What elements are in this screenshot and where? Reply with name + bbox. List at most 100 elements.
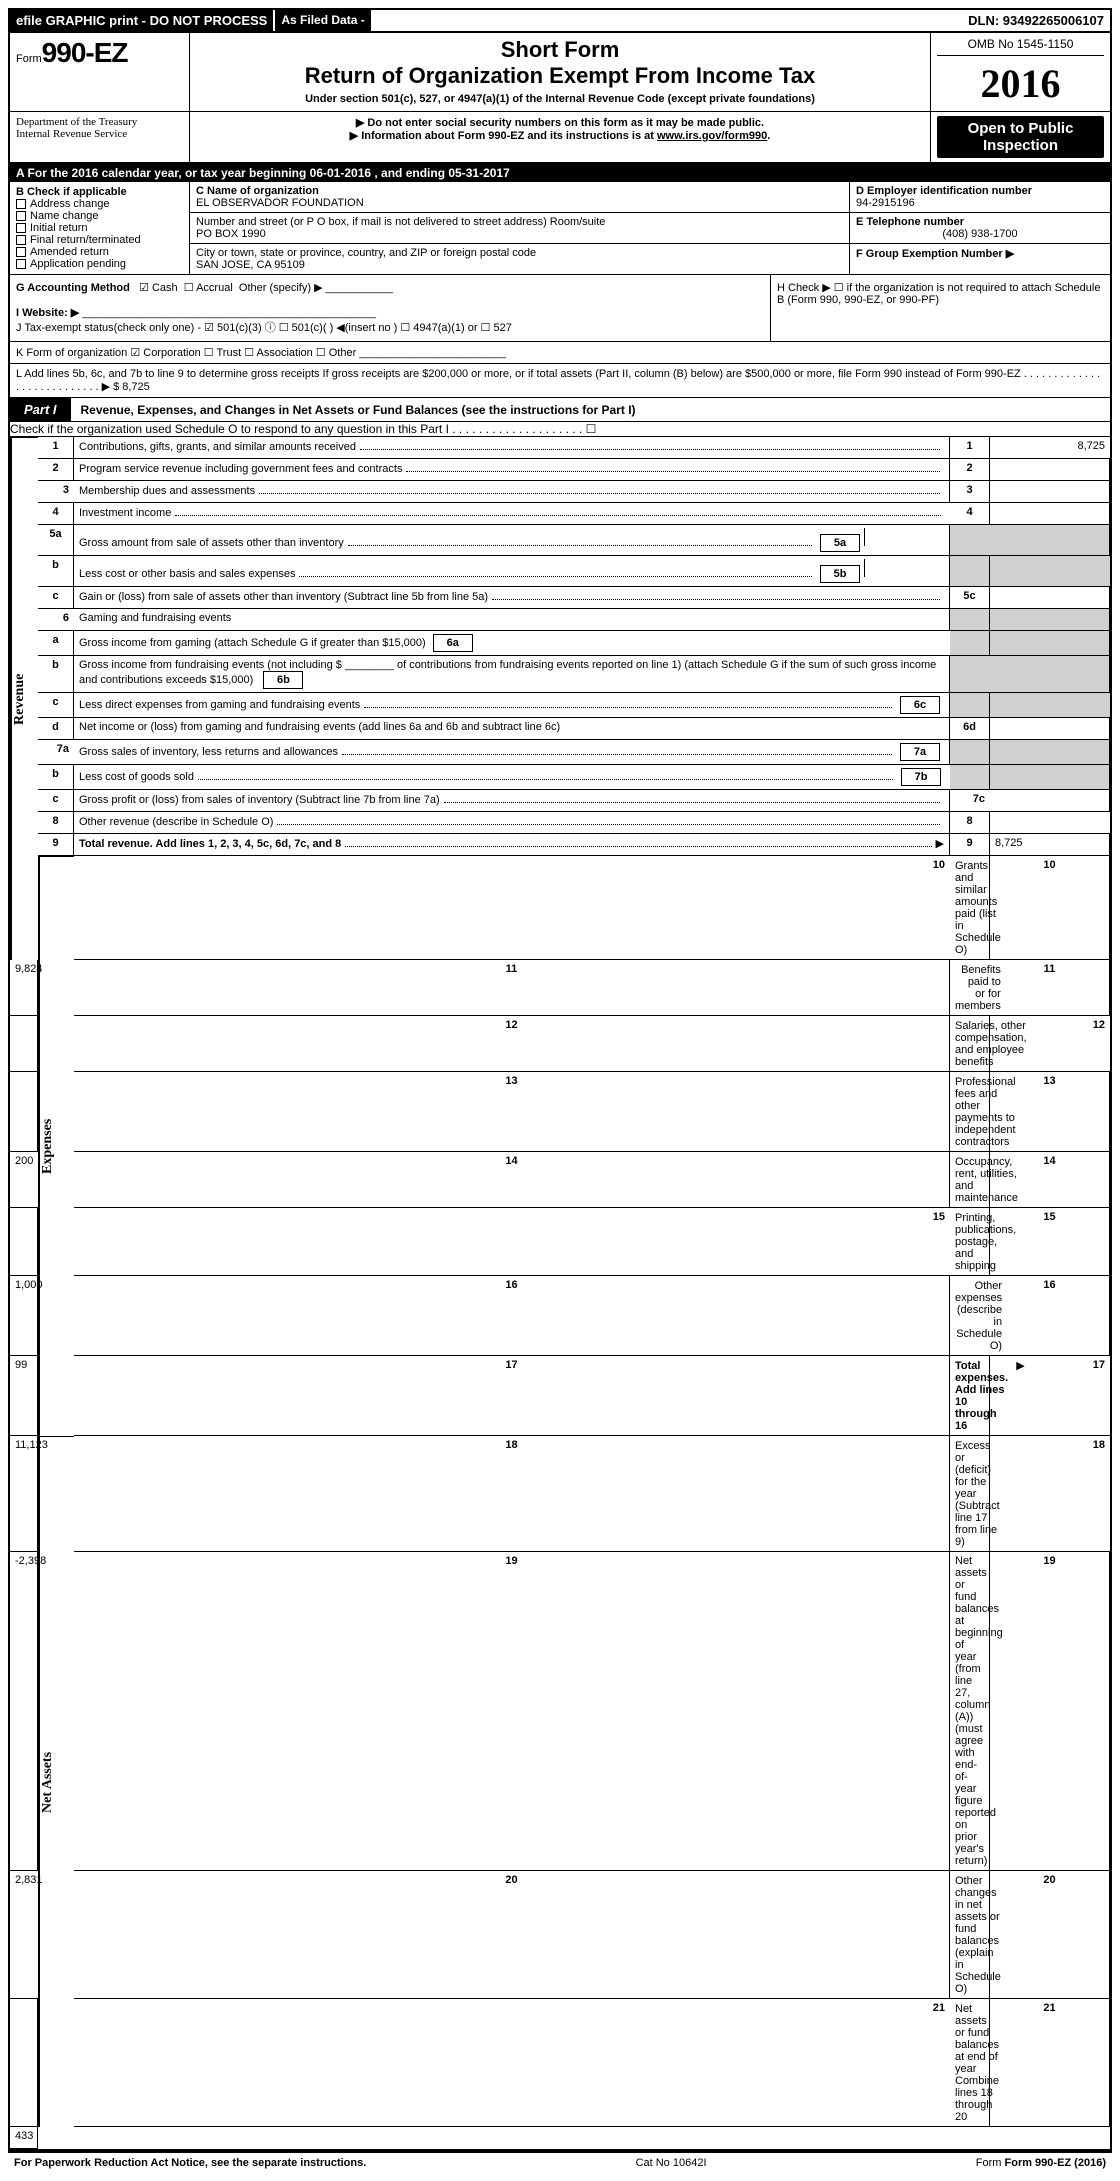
l6-box <box>950 609 990 631</box>
l2-amt <box>990 459 1110 481</box>
l5a-d: Gross amount from sale of assets other t… <box>74 525 950 556</box>
l13-amt: 200 <box>10 1152 38 1208</box>
f-label: F Group Exemption Number ▶ <box>856 248 1014 260</box>
l6a-amt <box>990 631 1110 656</box>
l5c-box: 5c <box>950 587 990 609</box>
omb-label: OMB No 1545-1150 <box>937 37 1104 56</box>
footer-left: For Paperwork Reduction Act Notice, see … <box>14 2157 366 2169</box>
l3-amt <box>990 481 1110 503</box>
form-number-cell: Form990-EZ <box>10 33 190 111</box>
l7c-d: Gross profit or (loss) from sales of inv… <box>74 790 950 812</box>
b-label: B Check if applicable <box>16 186 127 198</box>
dept-cell: Department of the Treasury Internal Reve… <box>10 112 190 162</box>
open-2: Inspection <box>939 137 1102 154</box>
l2-box: 2 <box>950 459 990 481</box>
col-c: C Name of organization EL OBSERVADOR FOU… <box>190 182 850 274</box>
chk-final[interactable] <box>16 235 26 245</box>
l6c-d: Less direct expenses from gaming and fun… <box>74 693 950 718</box>
l1-box: 1 <box>950 437 990 459</box>
d-row: D Employer identification number 94-2915… <box>850 182 1110 213</box>
l9-n: 9 <box>38 834 74 856</box>
form-prefix: Form <box>16 53 42 65</box>
l6-n: 6 <box>38 609 74 631</box>
block-bcdef: B Check if applicable Address change Nam… <box>10 182 1110 275</box>
c-name: EL OBSERVADOR FOUNDATION <box>196 197 364 209</box>
l4-d: Investment income <box>74 503 950 525</box>
c-addr: PO BOX 1990 <box>196 228 266 240</box>
top-gap <box>371 10 962 31</box>
l18-amt: -2,398 <box>10 1552 38 1871</box>
b-1: Address change <box>30 198 110 210</box>
irs-link[interactable]: www.irs.gov/form990 <box>657 130 767 142</box>
row-gh: G Accounting Method ☑ Cash ☐ Accrual Oth… <box>10 275 1110 342</box>
chk-address[interactable] <box>16 199 26 209</box>
form-no: 990-EZ <box>42 37 128 68</box>
f-row: F Group Exemption Number ▶ <box>850 244 1110 263</box>
l6d-n: d <box>38 718 74 740</box>
l6d-box: 6d <box>950 718 990 740</box>
col-def: D Employer identification number 94-2915… <box>850 182 1110 274</box>
l8-n: 8 <box>38 812 74 834</box>
l6c-box <box>950 693 990 718</box>
c-name-row: C Name of organization EL OBSERVADOR FOU… <box>190 182 849 213</box>
l-text: L Add lines 5b, 6c, and 7b to line 9 to … <box>16 368 1100 393</box>
l6b-amt <box>990 656 1110 693</box>
l14-d: Occupancy, rent, utilities, and maintena… <box>950 1152 990 1208</box>
l21-n: 21 <box>74 1999 950 2127</box>
side-revenue: Revenue <box>10 437 38 960</box>
l6b-d: Gross income from fundraising events (no… <box>74 656 950 693</box>
l17-box: 17 <box>990 1356 1110 1436</box>
dln-label: DLN: 93492265006107 <box>962 10 1110 31</box>
c-city-label: City or town, state or province, country… <box>196 247 536 259</box>
header-main: Form990-EZ Short Form Return of Organiza… <box>10 33 1110 112</box>
l7c-n: c <box>38 790 74 812</box>
d-label: D Employer identification number <box>856 185 1032 197</box>
open-public-cell: Open to Public Inspection <box>930 112 1110 162</box>
b-6: Application pending <box>30 258 126 270</box>
l6b-box <box>950 656 990 693</box>
l10-box: 10 <box>990 856 1110 960</box>
chk-pending[interactable] <box>16 259 26 269</box>
l7a-d: Gross sales of inventory, less returns a… <box>74 740 950 765</box>
l11-box: 11 <box>990 960 1110 1016</box>
l7c-box: 7c <box>950 790 990 812</box>
l7a-n: 7a <box>38 740 74 765</box>
l7b-amt <box>990 765 1110 790</box>
l5b-n: b <box>38 556 74 587</box>
l7a-box <box>950 740 990 765</box>
part1-badge: Part I <box>10 398 71 421</box>
i-label: I Website: ▶ <box>16 307 79 319</box>
l7b-d: Less cost of goods sold7b <box>74 765 950 790</box>
l6c-amt <box>990 693 1110 718</box>
l18-box: 18 <box>990 1436 1110 1552</box>
l11-d: Benefits paid to or for members <box>950 960 990 1016</box>
l21-amt: 433 <box>10 2127 38 2149</box>
c-city: SAN JOSE, CA 95109 <box>196 259 305 271</box>
c-addr-row: Number and street (or P O box, if mail i… <box>190 213 849 244</box>
form-number: Form990-EZ <box>16 37 183 69</box>
l5a-box <box>950 525 990 556</box>
l19-amt: 2,831 <box>10 1871 38 1999</box>
chk-name[interactable] <box>16 211 26 221</box>
chk-amended[interactable] <box>16 247 26 257</box>
side-expenses: Expenses <box>38 856 74 1436</box>
l4-amt <box>990 503 1110 525</box>
l6c-n: c <box>38 693 74 718</box>
l12-d: Salaries, other compensation, and employ… <box>950 1016 990 1072</box>
warn-1: ▶ Do not enter social security numbers o… <box>196 116 924 129</box>
header-sub: Department of the Treasury Internal Reve… <box>10 112 1110 164</box>
l16-box: 16 <box>990 1276 1110 1356</box>
l9-box: 9 <box>950 834 990 856</box>
l3-box: 3 <box>950 481 990 503</box>
l6d-amt <box>990 718 1110 740</box>
footer: For Paperwork Reduction Act Notice, see … <box>8 2151 1112 2173</box>
c-label: C Name of organization <box>196 185 319 197</box>
l5c-d: Gain or (loss) from sale of assets other… <box>74 587 950 609</box>
l7a-amt <box>990 740 1110 765</box>
l7b-n: b <box>38 765 74 790</box>
tax-year: 2016 <box>937 60 1104 107</box>
chk-initial[interactable] <box>16 223 26 233</box>
grid-table: Revenue 1 Contributions, gifts, grants, … <box>10 437 1110 2149</box>
dept-2: Internal Revenue Service <box>16 128 183 140</box>
d-val: 94-2915196 <box>856 197 915 209</box>
